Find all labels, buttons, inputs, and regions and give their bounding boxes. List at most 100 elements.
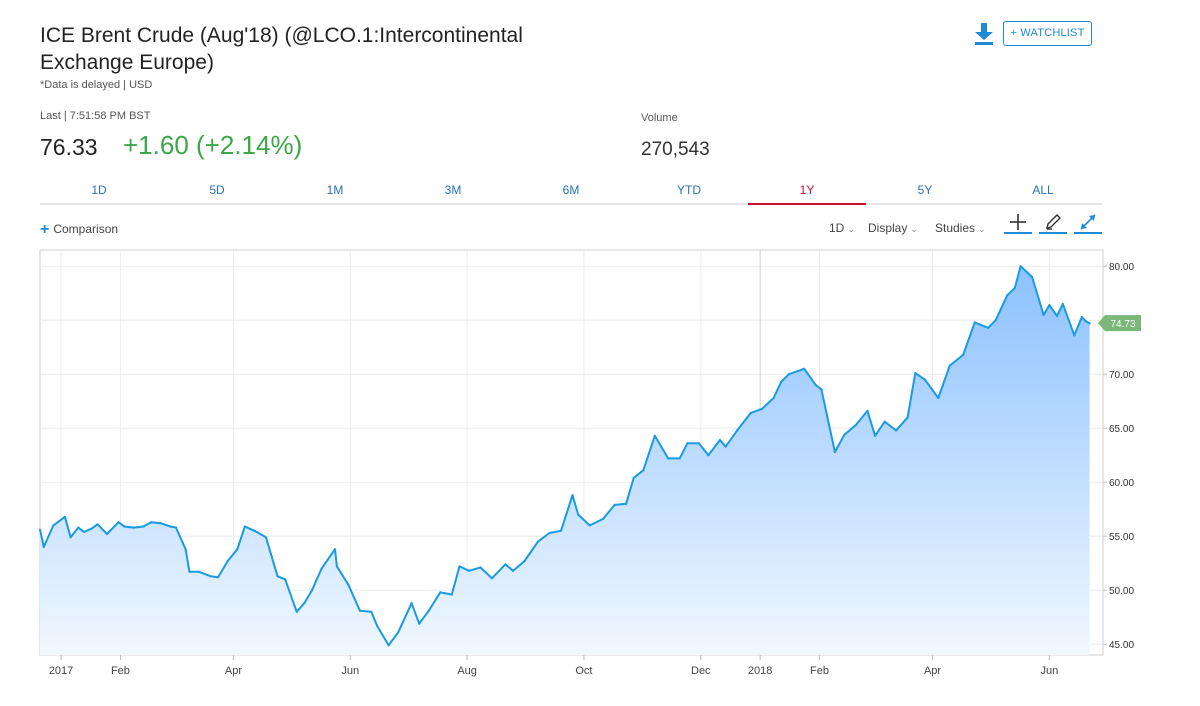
data-point	[320, 567, 323, 570]
data-point	[625, 502, 628, 505]
data-point	[197, 570, 201, 573]
data-point	[937, 396, 940, 400]
studies-dropdown[interactable]: Studies ⌄	[935, 221, 986, 235]
data-point	[613, 503, 616, 506]
data-point	[1031, 275, 1034, 279]
pencil-icon[interactable]	[1039, 210, 1067, 234]
x-tick-label: 2018	[748, 665, 772, 677]
data-point	[632, 476, 635, 479]
data-point	[418, 622, 421, 625]
data-point	[236, 548, 239, 551]
plus-icon: +	[40, 221, 50, 238]
data-point	[63, 515, 66, 518]
data-point	[284, 578, 287, 581]
expand-icon[interactable]	[1074, 210, 1102, 234]
comparison-button[interactable]: + Comparison	[40, 220, 118, 238]
chevron-down-icon: ⌄	[847, 224, 855, 234]
data-point	[1006, 294, 1009, 297]
tab-1y[interactable]: 1Y	[748, 183, 866, 205]
interval-label: 1D	[829, 221, 845, 235]
comparison-label: Comparison	[53, 222, 119, 236]
data-point	[1055, 314, 1059, 317]
crosshair-icon[interactable]	[1004, 210, 1032, 234]
x-tick-label: Dec	[691, 665, 711, 677]
watchlist-button[interactable]: + WATCHLIST	[1003, 21, 1092, 46]
data-point	[667, 457, 670, 460]
data-point	[253, 529, 256, 532]
time-range-tabs: 1D 5D 1M 3M 6M YTD 1Y 5Y ALL	[40, 183, 1102, 205]
y-tick-label: 80.00	[1109, 262, 1134, 273]
data-point	[467, 569, 471, 572]
data-point	[376, 624, 379, 627]
data-point	[1073, 334, 1076, 337]
data-point	[209, 575, 212, 578]
data-point	[724, 445, 727, 448]
data-point	[707, 454, 710, 457]
tab-5d[interactable]: 5D	[209, 183, 225, 197]
tab-6m[interactable]: 6M	[562, 183, 580, 197]
tab-3m[interactable]: 3M	[444, 183, 462, 197]
data-point	[169, 525, 172, 528]
data-point	[559, 529, 563, 532]
data-point	[571, 494, 574, 497]
y-tick-label: 70.00	[1109, 370, 1134, 381]
data-point	[1084, 320, 1087, 323]
data-point	[96, 523, 99, 526]
data-point	[38, 528, 42, 531]
data-point	[923, 378, 927, 381]
price-line	[39, 265, 1091, 647]
tab-1m[interactable]: 1M	[326, 183, 344, 197]
data-point	[1048, 304, 1051, 307]
x-tick-label: Feb	[810, 665, 829, 677]
data-point	[686, 442, 689, 445]
data-point	[843, 433, 846, 436]
data-point	[588, 524, 591, 527]
data-point	[854, 423, 858, 427]
data-point	[347, 583, 350, 586]
display-dropdown[interactable]: Display ⌄	[868, 221, 918, 235]
x-tick-label: Apr	[924, 665, 941, 677]
last-trade-label: Last | 7:51:58 PM BST	[40, 110, 151, 122]
data-point	[150, 521, 153, 524]
data-point	[787, 373, 791, 376]
data-point	[159, 522, 162, 525]
data-point	[1061, 302, 1064, 306]
tab-1d[interactable]: 1D	[91, 183, 107, 197]
data-point	[303, 602, 306, 605]
data-point	[718, 439, 722, 442]
data-point	[536, 540, 540, 543]
tab-5y[interactable]: 5Y	[917, 183, 933, 197]
data-point	[833, 450, 837, 454]
data-point	[335, 565, 338, 568]
interval-dropdown[interactable]: 1D ⌄	[829, 221, 855, 235]
x-tick-label: Apr	[225, 665, 242, 677]
data-point	[439, 591, 442, 594]
last-price-tag	[1098, 315, 1141, 332]
data-point	[602, 517, 605, 521]
data-point	[987, 326, 990, 329]
data-point	[490, 577, 494, 580]
data-point	[736, 429, 739, 432]
download-icon[interactable]	[973, 22, 995, 46]
data-point	[866, 409, 869, 412]
volume-value: 270,543	[641, 139, 710, 160]
data-point	[295, 610, 298, 613]
data-point	[548, 531, 551, 535]
data-point	[948, 364, 951, 367]
data-point	[387, 644, 390, 647]
data-point	[914, 372, 917, 375]
tab-ytd[interactable]: YTD	[677, 183, 701, 197]
last-price: 76.33	[40, 134, 98, 160]
data-point	[761, 407, 764, 410]
data-point	[772, 396, 775, 400]
data-point	[184, 548, 187, 551]
tab-all[interactable]: ALL	[1032, 183, 1054, 197]
data-point	[803, 367, 806, 370]
data-point	[523, 559, 526, 563]
y-tick-label: 50.00	[1109, 586, 1134, 597]
data-point	[123, 525, 126, 528]
data-point	[874, 434, 877, 437]
x-tick-label: Jun	[341, 665, 359, 677]
y-tick-label: 55.00	[1109, 532, 1134, 543]
